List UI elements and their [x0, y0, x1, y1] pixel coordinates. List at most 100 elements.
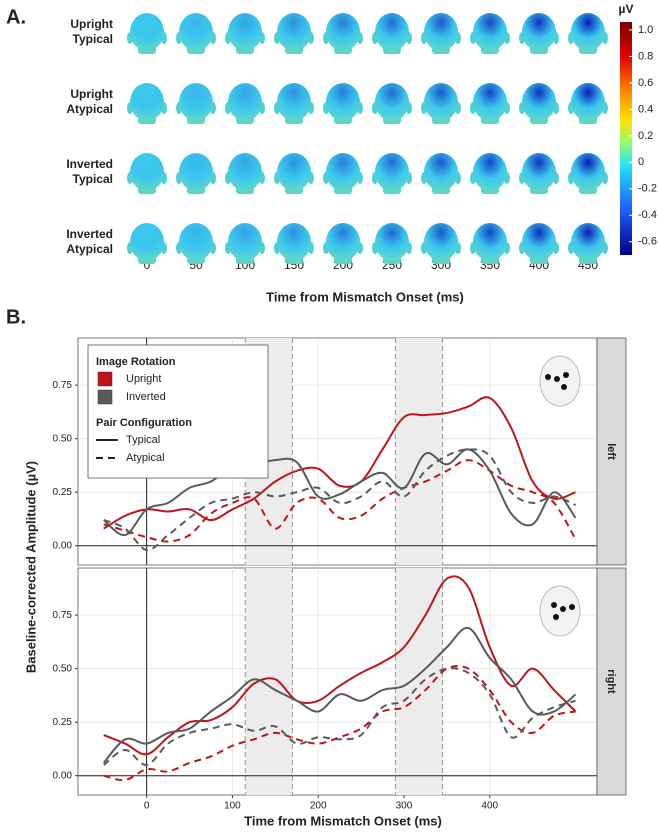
facet-strip	[596, 337, 627, 566]
x-tick-label: 400	[481, 801, 498, 812]
head-topography	[179, 83, 213, 121]
y-tick-label: 0.00	[53, 540, 73, 551]
legend-label: Upright	[126, 373, 161, 385]
head-topography	[473, 13, 507, 51]
colorbar-tick-label: 1.0	[638, 24, 653, 36]
legend-title: Image Rotation	[96, 356, 176, 368]
colorbar-tick-label: -0.2	[638, 183, 657, 195]
row-label: Typical	[73, 172, 113, 186]
head-topography	[179, 13, 213, 51]
y-tick-label: 0.50	[53, 663, 73, 674]
electrode	[560, 606, 566, 612]
legend-title: Pair Configuration	[96, 417, 192, 429]
electrode	[545, 374, 551, 380]
head-topography	[473, 83, 507, 121]
head-topography	[424, 13, 458, 51]
legend-label: Atypical	[126, 452, 165, 464]
series-line	[102, 626, 577, 764]
electrode	[551, 602, 557, 608]
head-topography	[424, 153, 458, 191]
head-topography	[522, 223, 556, 261]
electrode	[569, 604, 575, 610]
head-topography	[130, 83, 164, 121]
head-topography	[228, 83, 262, 121]
head-topography	[522, 13, 556, 51]
head-topography	[326, 13, 360, 51]
y-tick-label: 0.25	[53, 487, 73, 498]
head-topography	[375, 13, 409, 51]
series-line	[103, 667, 576, 767]
electrode-head	[539, 585, 581, 637]
head-topography	[277, 13, 311, 51]
row-label: Atypical	[66, 102, 113, 116]
electrode	[563, 372, 569, 378]
colorbar	[620, 22, 632, 255]
x-axis-title: Time from Mismatch Onset (ms)	[266, 289, 464, 304]
y-tick-label: 0.25	[53, 717, 73, 728]
head-topography	[277, 223, 311, 261]
head-topography	[228, 153, 262, 191]
colorbar-tick-label: -0.4	[638, 209, 657, 221]
y-tick-label: 0.75	[53, 380, 73, 391]
colorbar-tick-label: 0.6	[638, 77, 653, 89]
head-topography	[522, 83, 556, 121]
head-topography	[571, 223, 605, 261]
head-topography	[326, 153, 360, 191]
series-line	[103, 575, 577, 756]
head-topography	[277, 153, 311, 191]
analysis-window	[245, 568, 293, 795]
head-topography	[277, 83, 311, 121]
legend-label: Typical	[126, 434, 160, 446]
head-topography	[375, 153, 409, 191]
legend-label: Inverted	[126, 391, 166, 403]
row-label: Atypical	[66, 242, 113, 256]
y-tick-label: 0.75	[53, 610, 73, 621]
head-topography	[375, 223, 409, 261]
x-tick-label: 0	[144, 258, 151, 272]
colorbar-tick-label: -0.6	[638, 236, 657, 248]
head-topography	[179, 223, 213, 261]
colorbar-tick-label: 0.8	[638, 50, 653, 62]
panel-label: B.	[6, 306, 26, 328]
y-tick-label: 0.00	[53, 770, 73, 781]
head-topography	[424, 83, 458, 121]
electrode-head	[539, 355, 581, 407]
head-topography	[571, 153, 605, 191]
head-topography	[326, 83, 360, 121]
row-label: Upright	[70, 87, 113, 101]
head-topography	[130, 153, 164, 191]
facet-strip	[596, 567, 627, 796]
head-topography	[228, 13, 262, 51]
x-tick-label: 200	[310, 801, 327, 812]
analysis-window	[395, 568, 443, 795]
electrode	[561, 384, 567, 390]
head-topography	[179, 153, 213, 191]
colorbar-tick-label: 0.4	[638, 103, 653, 115]
x-tick-label: 300	[396, 801, 413, 812]
legend-swatch	[97, 371, 113, 387]
y-axis-title: Baseline-corrected Amplitude (µV)	[23, 461, 38, 673]
series-line	[103, 459, 577, 543]
panel-background	[77, 567, 598, 796]
electrode	[554, 376, 560, 382]
head-topography	[571, 83, 605, 121]
colorbar-tick-label: 0.2	[638, 130, 653, 142]
head-topography	[375, 83, 409, 121]
panel-label: A.	[6, 6, 26, 28]
head-topography	[228, 223, 262, 261]
head-topography	[130, 13, 164, 51]
head-topography	[473, 223, 507, 261]
x-tick-label: 100	[224, 801, 241, 812]
colorbar-unit: µV	[619, 2, 634, 16]
analysis-window	[395, 338, 443, 565]
row-label: Inverted	[66, 157, 113, 171]
head-topography	[522, 153, 556, 191]
legend-swatch	[97, 389, 113, 405]
row-label: Typical	[73, 32, 113, 46]
x-axis-title: Time from Mismatch Onset (ms)	[244, 813, 442, 828]
y-tick-label: 0.50	[53, 433, 73, 444]
head-topography	[326, 223, 360, 261]
facet-label: left	[605, 443, 617, 460]
row-label: Upright	[70, 17, 113, 31]
